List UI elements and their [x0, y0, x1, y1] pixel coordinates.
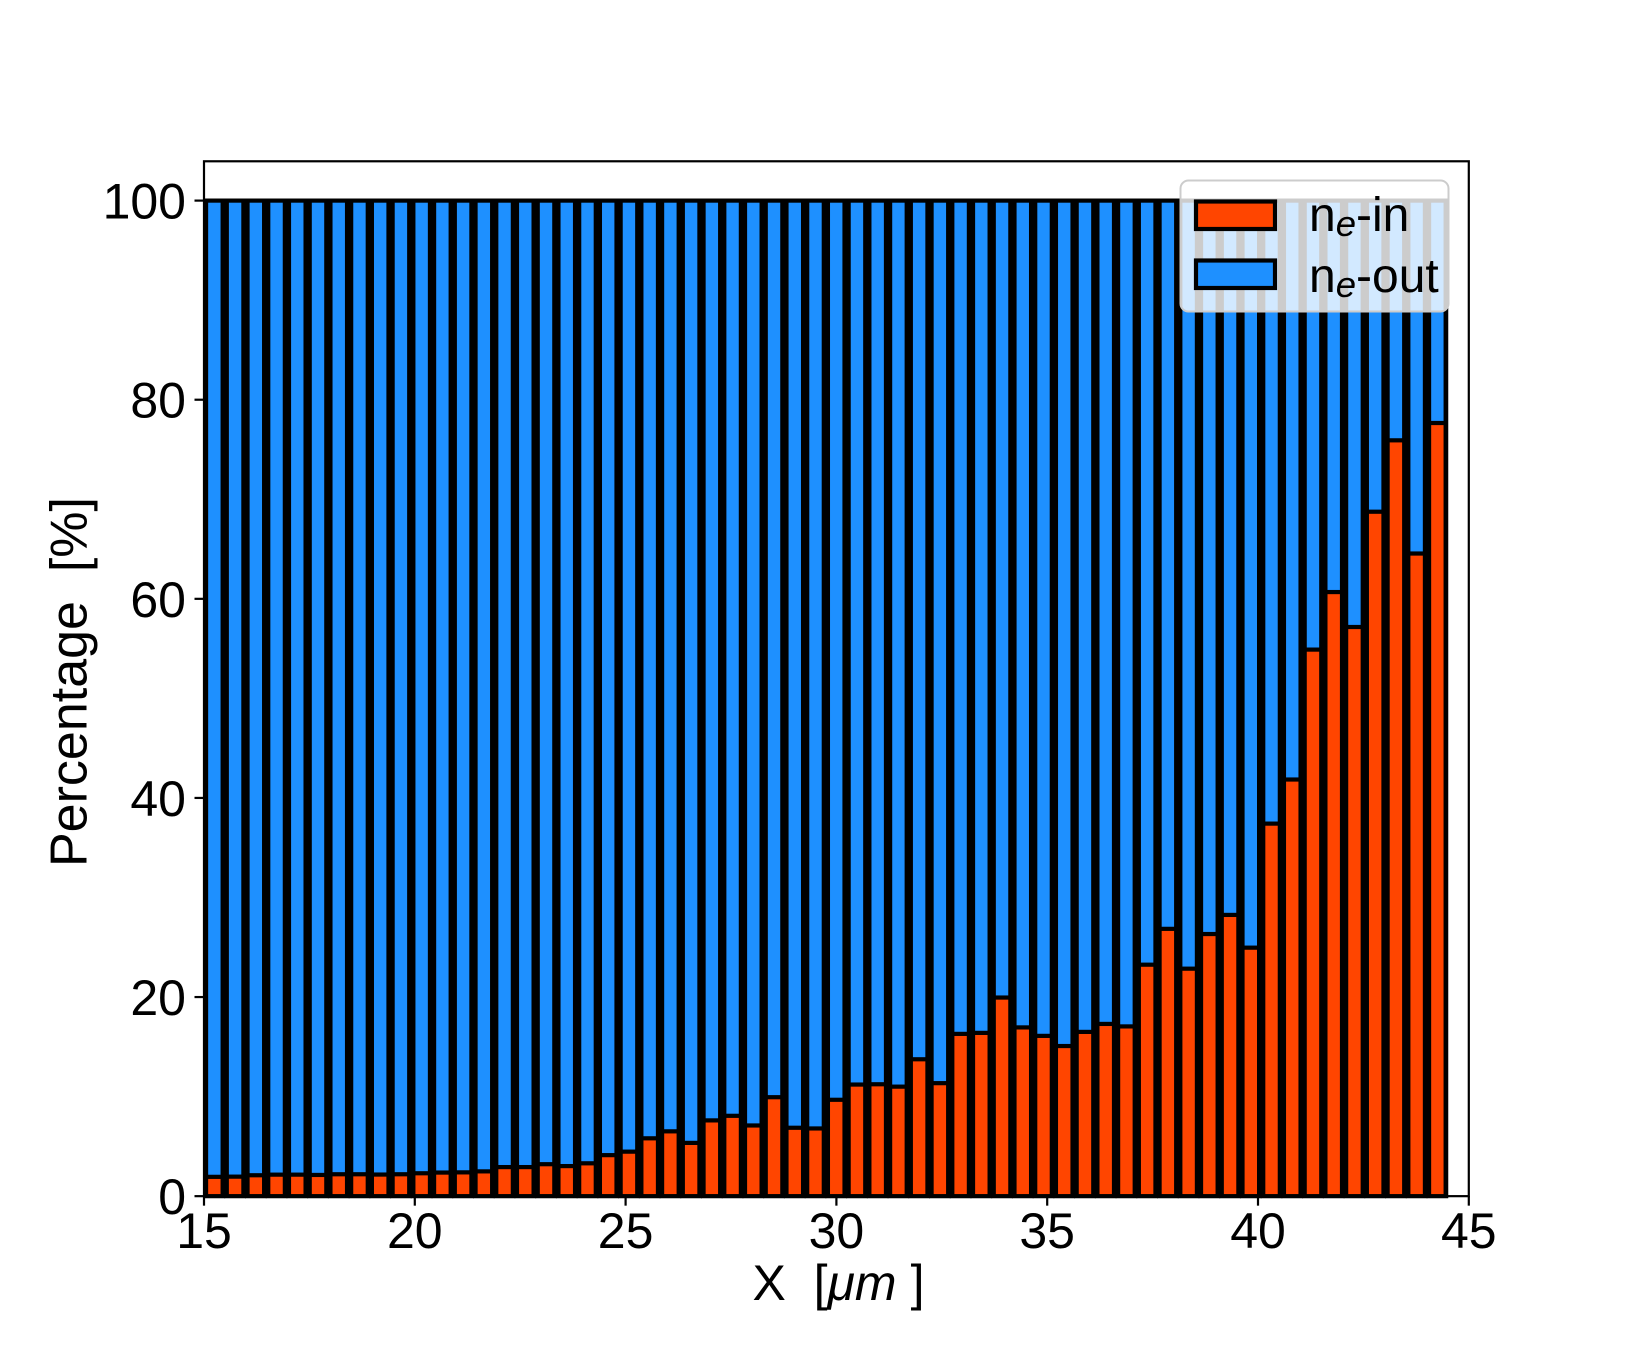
- svg-text:30: 30: [809, 1203, 865, 1259]
- svg-text:45: 45: [1441, 1203, 1497, 1259]
- svg-text:100: 100: [103, 174, 186, 230]
- svg-text:80: 80: [130, 373, 186, 429]
- svg-text:20: 20: [130, 970, 186, 1026]
- svg-text:35: 35: [1019, 1203, 1075, 1259]
- svg-text:Percentage [%]: Percentage [%]: [41, 497, 99, 867]
- svg-text:ne-out: ne-out: [1309, 250, 1439, 305]
- svg-text:40: 40: [1230, 1203, 1286, 1259]
- svg-text:25: 25: [598, 1203, 654, 1259]
- svg-text:15: 15: [176, 1203, 232, 1259]
- svg-text:ne-in: ne-in: [1309, 189, 1409, 244]
- svg-text:40: 40: [130, 771, 186, 827]
- svg-text:X [μm]: X [μm]: [753, 1255, 925, 1311]
- svg-text:60: 60: [130, 572, 186, 628]
- svg-text:20: 20: [387, 1203, 443, 1259]
- svg-text:0: 0: [158, 1169, 186, 1225]
